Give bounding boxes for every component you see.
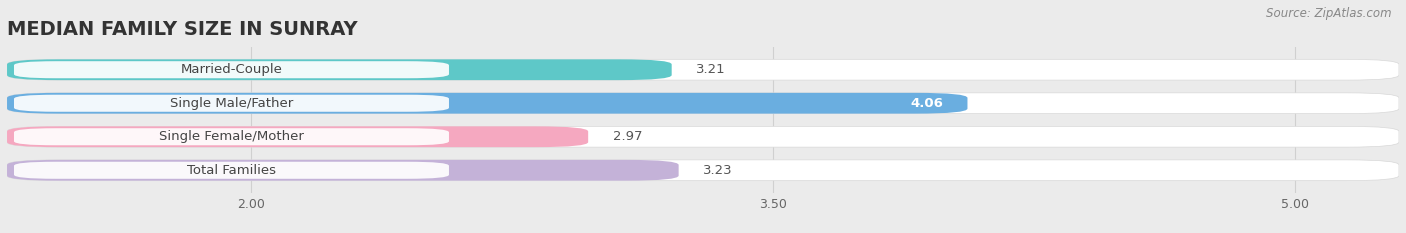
Text: Married-Couple: Married-Couple [180,63,283,76]
FancyBboxPatch shape [7,160,679,181]
Text: 4.06: 4.06 [910,97,943,110]
Text: Single Female/Mother: Single Female/Mother [159,130,304,143]
FancyBboxPatch shape [7,126,1399,147]
FancyBboxPatch shape [14,95,449,112]
FancyBboxPatch shape [14,61,449,78]
Text: 2.97: 2.97 [613,130,643,143]
Text: MEDIAN FAMILY SIZE IN SUNRAY: MEDIAN FAMILY SIZE IN SUNRAY [7,21,357,39]
FancyBboxPatch shape [7,160,1399,181]
Text: Single Male/Father: Single Male/Father [170,97,292,110]
Text: Source: ZipAtlas.com: Source: ZipAtlas.com [1267,7,1392,20]
FancyBboxPatch shape [7,59,1399,80]
FancyBboxPatch shape [14,128,449,145]
Text: 3.23: 3.23 [703,164,733,177]
FancyBboxPatch shape [7,93,967,114]
FancyBboxPatch shape [7,126,588,147]
FancyBboxPatch shape [14,162,449,179]
Text: Total Families: Total Families [187,164,276,177]
FancyBboxPatch shape [7,93,1399,114]
FancyBboxPatch shape [7,59,672,80]
Text: 3.21: 3.21 [696,63,725,76]
